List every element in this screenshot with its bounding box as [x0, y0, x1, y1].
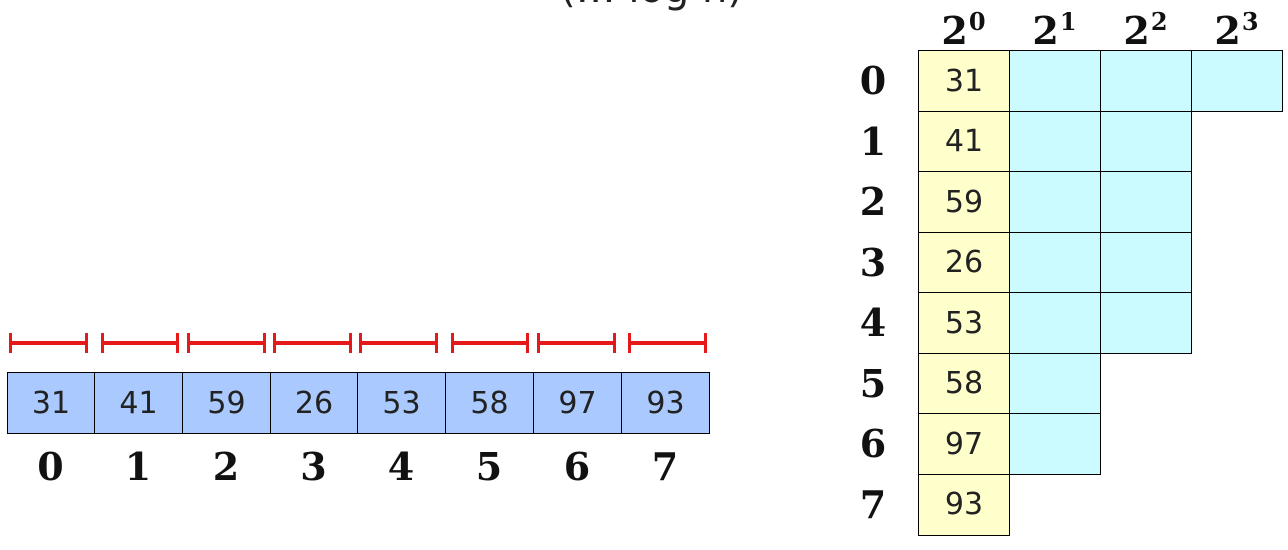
column-header-exponent: 0 [968, 7, 986, 36]
column-header: 20 [918, 0, 1009, 53]
table-empty-cell [1009, 110, 1101, 173]
table-value-cell: 31 [918, 50, 1010, 112]
table-empty-cell [1009, 352, 1101, 415]
table-value-cell: 53 [918, 292, 1010, 354]
column-header-base: 2 [941, 8, 968, 53]
title-fragment: (… log n) [560, 0, 743, 12]
column-header: 22 [1100, 0, 1191, 53]
interval-segment [187, 333, 266, 353]
table-empty-cell [1191, 50, 1283, 112]
table-empty-cell [1100, 171, 1192, 233]
array-index-label: 6 [563, 444, 591, 489]
row-label: 7 [859, 481, 887, 527]
array-index-label: 3 [300, 444, 327, 489]
row-label: 5 [859, 360, 887, 406]
array-index-label: 4 [387, 444, 415, 489]
interval-segment [628, 333, 707, 353]
column-header-base: 2 [1032, 8, 1059, 53]
table-empty-cell [1100, 231, 1192, 294]
table-empty-cell [1009, 231, 1101, 294]
array-cell: 26 [270, 372, 358, 434]
interval-segment [359, 333, 438, 353]
table-empty-cell [1009, 413, 1101, 475]
table-empty-cell [1009, 50, 1101, 112]
array-cell: 93 [621, 372, 710, 434]
column-header-exponent: 2 [1150, 7, 1168, 36]
array-index-label: 2 [212, 444, 240, 489]
array-cell: 41 [94, 372, 183, 434]
column-header-exponent: 1 [1059, 7, 1077, 36]
interval-segment [451, 333, 529, 353]
column-header-base: 2 [1214, 8, 1241, 53]
row-label: 1 [859, 118, 887, 164]
table-value-cell: 93 [918, 473, 1010, 536]
array-index-label: 7 [651, 444, 679, 489]
row-label: 3 [859, 239, 887, 285]
column-header: 23 [1191, 0, 1282, 53]
array-cell: 59 [182, 372, 271, 434]
column-header-base: 2 [1123, 8, 1150, 53]
table-empty-cell [1100, 50, 1192, 112]
interval-segment [537, 333, 616, 353]
table-value-cell: 26 [918, 231, 1010, 294]
table-empty-cell [1009, 171, 1101, 233]
column-header-exponent: 3 [1241, 7, 1259, 36]
array-cell: 97 [533, 372, 622, 434]
array-cell: 58 [445, 372, 534, 434]
interval-segment [273, 333, 352, 353]
array-cell: 53 [357, 372, 446, 434]
row-label: 2 [859, 179, 887, 224]
table-value-cell: 97 [918, 413, 1010, 475]
table-value-cell: 59 [918, 171, 1010, 233]
row-label: 6 [859, 421, 887, 466]
table-value-cell: 58 [918, 352, 1010, 415]
table-empty-cell [1100, 292, 1192, 354]
interval-segment [9, 333, 88, 353]
row-label: 4 [859, 300, 887, 345]
array-index-label: 5 [475, 444, 503, 489]
table-empty-cell [1100, 110, 1192, 173]
array-index-label: 1 [124, 444, 152, 489]
table-value-cell: 41 [918, 110, 1010, 173]
array-cell: 31 [7, 372, 95, 434]
interval-segment [101, 333, 179, 353]
row-label: 0 [859, 58, 887, 103]
table-empty-cell [1009, 292, 1101, 354]
column-header: 21 [1009, 0, 1100, 53]
array-index-label: 0 [37, 444, 64, 489]
